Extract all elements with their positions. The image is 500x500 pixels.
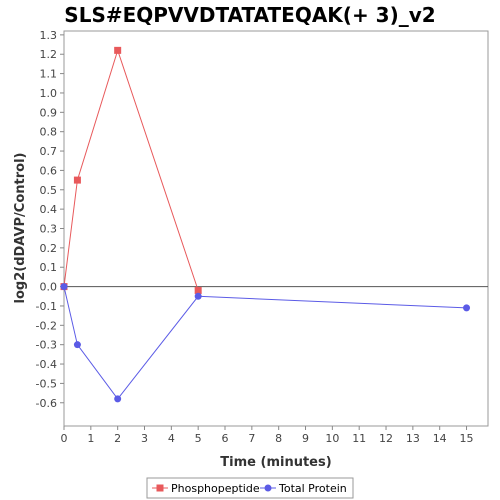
x-axis: 0 1 2 3 4 5 6 7 8 9 10 11 12 13 14 15 [61, 426, 474, 445]
y-tick-label: -0.6 [36, 397, 57, 410]
series-line-1 [63, 48, 199, 291]
data-point [194, 292, 202, 300]
y-tick-label: 0.1 [40, 261, 58, 274]
legend-marker-square [156, 484, 164, 492]
x-tick-label: 1 [87, 432, 94, 445]
x-axis-label: Time (minutes) [220, 455, 331, 470]
legend-label-2: Total Protein [278, 482, 347, 495]
data-point [194, 286, 202, 294]
y-tick-label: 0.7 [40, 145, 58, 158]
legend-frame [146, 477, 354, 499]
y-axis: -0.6 -0.5 -0.4 -0.3 -0.2 -0.1 0.0 0.1 0.2 0.3 0.4 0… [36, 29, 64, 410]
data-point [114, 46, 122, 54]
y-tick-label: 0.0 [40, 281, 58, 294]
x-tick-label: 4 [168, 432, 175, 445]
y-tick-label: 0.4 [40, 203, 58, 216]
legend-marker-circle [264, 484, 272, 492]
x-tick-label: 0 [61, 432, 68, 445]
y-tick-label: 0.2 [40, 242, 58, 255]
x-tick-label: 8 [275, 432, 282, 445]
legend-label-1: Phosphopeptide [171, 482, 260, 495]
x-tick-label: 14 [433, 432, 447, 445]
data-point [60, 283, 68, 291]
y-tick-label: 0.6 [40, 164, 58, 177]
y-tick-label: 1.0 [40, 87, 58, 100]
y-tick-label: -0.1 [36, 300, 57, 313]
x-tick-label: 3 [141, 432, 148, 445]
y-tick-label: -0.5 [36, 377, 57, 390]
y-axis-label: log2(dDAVP/Control) [13, 153, 28, 304]
data-point [114, 395, 122, 403]
x-tick-label: 9 [302, 432, 309, 445]
y-tick-label: -0.2 [36, 319, 57, 332]
y-tick-label: -0.3 [36, 339, 57, 352]
y-tick-label: 0.8 [40, 126, 58, 139]
y-tick-label: 1.3 [40, 29, 58, 42]
data-point [73, 341, 81, 349]
x-tick-label: 15 [460, 432, 474, 445]
plot-frame [63, 30, 489, 427]
x-tick-label: 10 [325, 432, 339, 445]
series-layer [60, 46, 471, 403]
x-tick-label: 13 [406, 432, 420, 445]
data-point [463, 304, 471, 312]
x-tick-label: 11 [352, 432, 366, 445]
y-tick-label: -0.4 [36, 358, 57, 371]
y-tick-label: 1.2 [40, 48, 58, 61]
x-tick-label: 5 [195, 432, 202, 445]
x-tick-label: 7 [248, 432, 255, 445]
y-tick-label: 0.9 [40, 106, 58, 119]
y-tick-label: 0.3 [40, 223, 58, 236]
y-tick-label: 1.1 [40, 68, 58, 81]
y-tick-label: 0.5 [40, 184, 58, 197]
x-tick-label: 2 [114, 432, 121, 445]
x-tick-label: 6 [222, 432, 229, 445]
legend: Phosphopeptide Total Protein [146, 477, 354, 499]
x-tick-label: 12 [379, 432, 393, 445]
chart-title: SLS#EQPVVDTATATEQAK(+ 3)_v2 [64, 3, 436, 27]
data-point [73, 176, 81, 184]
